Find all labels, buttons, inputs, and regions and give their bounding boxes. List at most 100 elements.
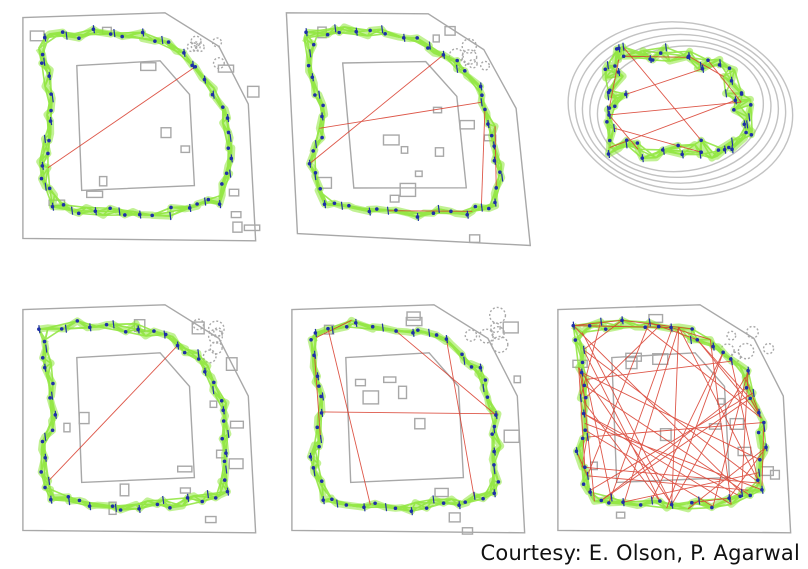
- pose-node: [658, 499, 662, 503]
- pose-node: [463, 500, 468, 504]
- floorplan-round-room: [211, 37, 223, 48]
- pose-node: [485, 395, 490, 399]
- pose-node: [374, 207, 379, 211]
- pose-heading: [331, 325, 334, 335]
- pose-heading: [473, 491, 476, 500]
- pose-node: [325, 32, 330, 37]
- pose-node: [489, 133, 494, 138]
- pose-node: [212, 380, 216, 385]
- trajectory-band: [35, 25, 236, 220]
- floorplan-outer-wall: [22, 12, 257, 242]
- pose-node: [118, 508, 123, 512]
- floorplan-outer-wall: [291, 304, 526, 534]
- pose-heading: [617, 67, 621, 77]
- pose-heading: [384, 503, 388, 512]
- outlier-edges: [314, 319, 498, 505]
- pose-heading: [318, 90, 321, 99]
- pose-node: [426, 46, 430, 50]
- pose-node: [758, 457, 762, 462]
- pose-node: [424, 506, 429, 510]
- pose-node: [40, 52, 45, 57]
- pose-heading: [50, 495, 53, 504]
- pose-node: [613, 104, 617, 109]
- floorplan: [22, 12, 261, 242]
- floorplan-room: [461, 527, 474, 535]
- floorplan-room: [78, 411, 90, 425]
- pose-heading: [314, 140, 318, 149]
- pose-node: [153, 39, 157, 43]
- pose-node: [108, 32, 113, 36]
- outlier-edge: [608, 328, 673, 504]
- outlier-edge: [327, 328, 371, 505]
- outlier-edge: [625, 68, 703, 95]
- floorplan-wall: [596, 45, 765, 173]
- outlier-edge: [314, 354, 321, 440]
- pose-node: [326, 326, 330, 331]
- pose-node: [315, 425, 320, 430]
- pose-heading: [229, 133, 232, 142]
- floorplan-room: [209, 400, 218, 409]
- pose-heading: [501, 173, 504, 182]
- pose-node: [748, 493, 753, 498]
- floorplan-room: [405, 316, 423, 327]
- outlier-edge: [316, 319, 352, 338]
- pose-node: [311, 42, 316, 47]
- pose-heading: [480, 82, 483, 91]
- pose-node: [39, 61, 44, 65]
- floorplan-round-room: [737, 342, 755, 360]
- floorplan-round-room: [192, 318, 205, 331]
- pose-heading: [606, 105, 609, 114]
- pose-heading: [641, 154, 644, 163]
- pose-heading: [225, 449, 228, 458]
- floorplan: [291, 304, 526, 535]
- floorplan-room: [362, 390, 380, 405]
- pose-heading: [206, 490, 210, 499]
- pose-nodes: [308, 321, 501, 513]
- pose-node: [650, 58, 655, 62]
- outlier-edge: [578, 367, 586, 468]
- outlier-edge: [608, 59, 620, 109]
- pose-heading: [89, 323, 92, 332]
- pose-node: [155, 502, 160, 507]
- pose-heading: [322, 496, 325, 505]
- pose-node: [330, 497, 334, 502]
- pose-heading: [41, 161, 44, 170]
- pose-node: [487, 206, 491, 211]
- pose-heading: [230, 154, 233, 163]
- pose-heading: [54, 410, 57, 419]
- floorplan-room: [232, 221, 243, 233]
- outlier-edge: [583, 349, 661, 502]
- pose-node: [739, 92, 744, 96]
- pose-heading: [622, 42, 625, 51]
- floorplan-round-room: [202, 349, 217, 364]
- pose-heading: [162, 495, 165, 505]
- pose-headings: [309, 318, 498, 516]
- pose-heading: [487, 119, 490, 129]
- floorplan-room: [229, 420, 245, 429]
- constraint-edges: [309, 319, 502, 512]
- pose-heading: [610, 493, 613, 502]
- pose-heading: [92, 25, 95, 34]
- pose-node: [607, 138, 612, 143]
- pose-heading: [671, 500, 674, 509]
- pose-heading: [44, 453, 47, 462]
- floorplan-wall: [567, 21, 794, 197]
- pose-heading: [731, 145, 734, 154]
- pose-heading: [494, 198, 497, 207]
- pose-node: [710, 505, 714, 510]
- floorplan-room: [414, 170, 423, 178]
- pose-node: [607, 501, 611, 505]
- floorplan-room: [434, 147, 445, 157]
- pose-heading: [43, 134, 47, 143]
- pose-node: [584, 395, 588, 400]
- outlier-edge: [622, 46, 702, 141]
- pose-heading: [746, 120, 749, 129]
- pose-node: [59, 327, 64, 331]
- pose-node: [483, 378, 488, 382]
- pose-heading: [428, 328, 431, 337]
- pose-node: [150, 213, 154, 218]
- pose-node: [76, 211, 81, 216]
- pose-heading: [204, 367, 207, 376]
- pose-heading: [64, 324, 68, 333]
